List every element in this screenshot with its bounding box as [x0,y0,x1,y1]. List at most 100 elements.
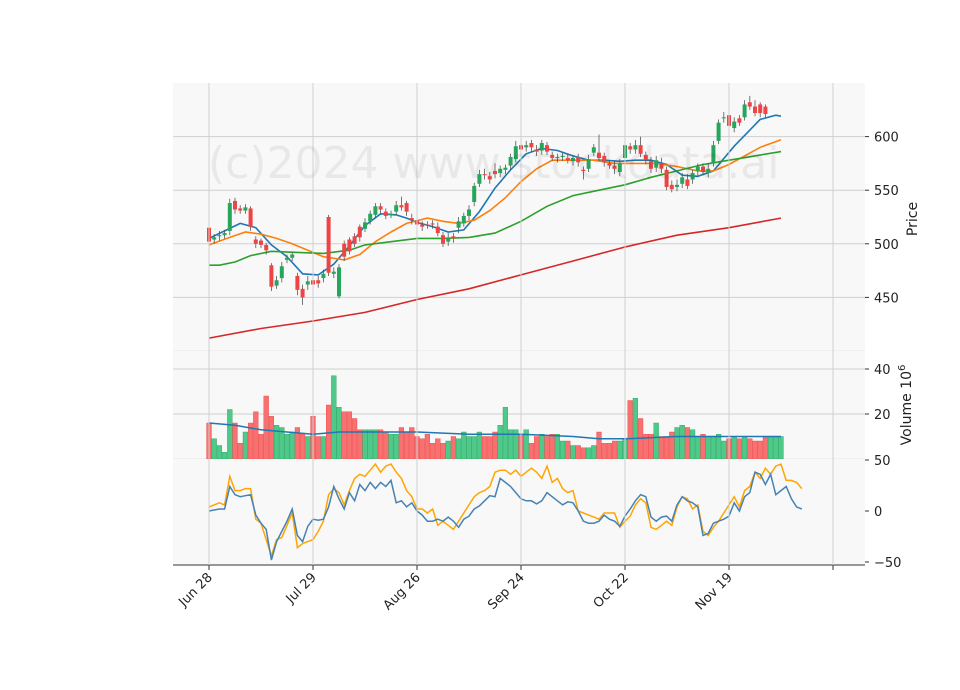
candle-body [290,254,295,258]
volume-bar [487,436,493,460]
candle-body [539,143,544,151]
candle-body [456,221,461,228]
candle-body [721,117,726,119]
volume-bar [700,434,706,460]
candle-body [513,146,518,160]
candle-body [753,106,757,114]
volume-bar [331,375,337,460]
candle-body [628,146,633,150]
volume-bar [461,431,467,460]
volume-bar [721,440,727,460]
price-tick-label: 600 [874,131,899,146]
volume-bar [232,422,238,460]
candle-body [545,145,549,152]
volume-bar [773,436,779,460]
volume-tick-label: 40 [874,363,891,378]
candle-body [763,106,768,115]
candle-body [685,179,690,186]
candle-body [279,266,284,279]
candle-body [383,211,388,216]
volume-bar [653,422,659,460]
candle-body [253,239,258,244]
volume-bar [695,436,701,460]
candle-body [441,235,445,244]
candle-body [508,156,513,166]
volume-bar [216,445,223,460]
candle-body [602,155,607,163]
candle-body [368,213,373,222]
candle-body [706,168,711,174]
volume-bar [476,431,483,460]
volume-axis-label-text: Volume 10 [899,371,915,445]
candle-body [269,265,274,287]
candle-body [638,145,643,154]
candle-body [612,165,617,169]
candle-body [571,158,575,162]
candle-body [758,104,763,114]
volume-bar [315,436,321,460]
volume-bar [684,427,691,460]
candle-body [238,208,243,211]
price-axis-label: Price [905,202,921,236]
candle-body [300,288,305,298]
candle-body [649,161,653,169]
volume-bar [263,395,269,460]
volume-bar [591,445,597,460]
candle-body [446,237,451,242]
moving-average-sma200 [208,217,782,339]
candle-body [342,243,347,257]
candle-body [643,154,648,161]
volume-bar [362,429,368,460]
candle-body [669,184,674,190]
candle-body [420,224,425,227]
candle-body [409,218,414,221]
candle-body [524,145,529,148]
candle-body [732,121,737,129]
candle-body [326,217,331,273]
x-tick-label: Jul 29 [283,570,320,607]
volume-bar [300,434,306,460]
volume-axis-label: Volume 106 [897,365,915,446]
candle-body [378,206,383,210]
candle-body [550,154,555,159]
x-tick-label: Oct 22 [591,570,632,611]
volume-bar [601,443,607,460]
candle-body [498,168,503,174]
x-tick-label: Sep 24 [485,570,528,613]
candle-body [295,275,300,290]
volume-bar [658,436,665,460]
candle-body [337,267,341,297]
volume-bar [632,398,639,460]
candle-body [695,166,700,171]
volume-bar [617,440,623,460]
oscillator-fast-line [208,471,803,561]
candle-body [212,237,217,240]
volume-bar [768,436,774,460]
volume-bar [752,440,758,460]
candle-body [233,200,237,210]
volume-bar [534,436,540,460]
volume-average-line [208,422,781,440]
candle-body [597,152,601,159]
volume-bar [419,438,425,460]
candle-body [404,203,409,212]
candle-body [737,118,742,123]
volume-bar [404,431,410,460]
volume-bar [736,438,743,460]
moving-average-sma50 [209,150,782,266]
candle-body [680,177,685,184]
candle-body [487,176,492,180]
price-tick-label: 550 [874,184,899,199]
oscillator-panel: 50 0 −50 [173,454,901,571]
volume-bar [560,440,566,460]
oscillator-tick-label: 50 [874,454,891,469]
candle-body [321,273,326,279]
volume-bar [445,440,451,460]
candle-body [581,169,586,171]
candle-body [560,155,565,157]
candle-body [399,205,404,208]
price-tick-label: 500 [874,238,899,253]
candle-body [659,163,664,169]
volume-bar [221,452,228,460]
volume-bar [747,438,753,460]
